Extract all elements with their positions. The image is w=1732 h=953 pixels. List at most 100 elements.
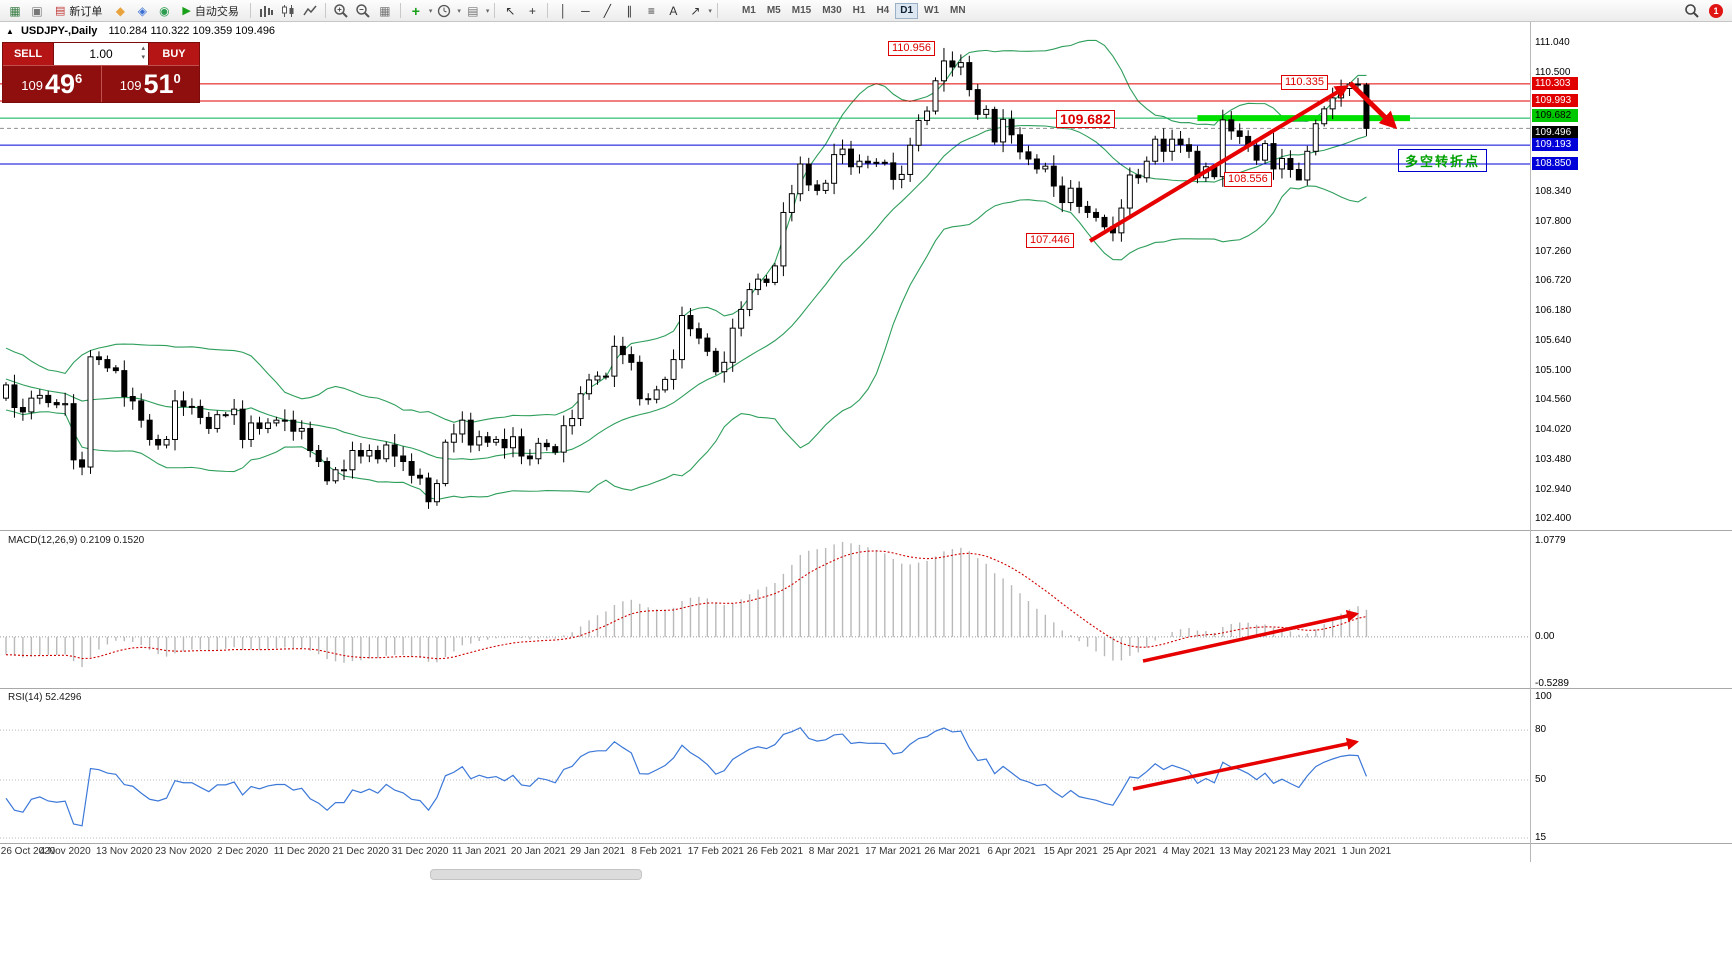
timeframe-button-mn[interactable]: MN <box>945 3 971 19</box>
buy-button[interactable]: BUY <box>149 43 199 65</box>
autotrade-button-label: 自动交易 <box>194 5 239 18</box>
timeframe-button-w1[interactable]: W1 <box>919 3 944 19</box>
toolbar-separator <box>716 3 718 18</box>
chart-window-title: ▲ USDJPY-,Daily 110.284 110.322 109.359 … <box>6 25 275 37</box>
tile-windows-icon[interactable]: ▦ <box>379 3 391 18</box>
price-callout-label[interactable]: 110.335 <box>1281 75 1328 90</box>
dropdown-caret-icon[interactable]: ▾ <box>428 7 433 15</box>
bull-bear-turning-point-label[interactable]: 多空转折点 <box>1398 149 1488 172</box>
candlestick-chart-icon[interactable] <box>278 2 298 20</box>
rsi-indicator-label: RSI(14) 52.4296 <box>8 692 82 703</box>
line-chart-icon[interactable] <box>300 2 320 20</box>
ohlc-values: 110.284 110.322 109.359 109.496 <box>108 25 276 37</box>
bid-prefix: 109 <box>21 78 43 93</box>
price-callout-label[interactable]: 109.682 <box>1056 110 1115 128</box>
profiles-icon[interactable]: ▣ <box>31 3 43 18</box>
rsi-line <box>5 726 1368 827</box>
timeframe-button-m1[interactable]: M1 <box>737 3 761 19</box>
timeframe-toolbar: M1 M5 M15 M30 H1 H4 D1 W1 MN <box>737 2 971 19</box>
new-order-button-label: 新订单 <box>69 5 103 18</box>
price-callout-label[interactable]: 107.446 <box>1026 233 1074 248</box>
horizontal-line-icon[interactable]: ─ <box>581 3 590 18</box>
macd-signal-line <box>5 550 1367 660</box>
volume-spinner[interactable]: ▴ ▾ <box>141 44 145 62</box>
autotrade-button-icon: ▶ <box>182 5 191 17</box>
fibonacci-icon[interactable]: ≡ <box>647 3 655 18</box>
horizontal-level-lines[interactable] <box>0 83 1530 165</box>
collapse-triangle-icon[interactable]: ▲ <box>6 27 14 36</box>
reversal-down-arrow[interactable] <box>1348 81 1394 126</box>
bid-pipette: 6 <box>75 71 83 86</box>
arrow-shapes-icon[interactable]: ↗ <box>690 3 701 18</box>
market-watch-icon[interactable]: ◈ <box>137 3 148 18</box>
main-toolbar: ▦ ▣ ▤ 新订单 ◆ ◈ ◉ ▶ 自动交易 ▦ + ▾ ▾ ▤ ▾ ↖ + │ ─ ╱ ∥ ≡ A ↗ ▾ M1 M5 M15 M30… <box>0 0 1732 22</box>
toolbar-separator <box>249 3 251 18</box>
zoom-out-icon[interactable] <box>353 2 373 20</box>
volume-down-icon[interactable]: ▾ <box>141 54 145 61</box>
periods-icon[interactable] <box>434 2 454 20</box>
crosshair-icon[interactable]: + <box>528 3 536 18</box>
toolbar-separator <box>547 3 549 18</box>
indicators-icon[interactable]: + <box>411 2 420 19</box>
ask-price[interactable]: 109 51 0 <box>100 66 200 102</box>
channel-icon[interactable]: ∥ <box>626 3 633 18</box>
text-icon[interactable]: A <box>669 3 678 18</box>
macd-trend-arrow[interactable] <box>1142 614 1356 663</box>
macd-pane <box>0 541 1530 668</box>
new-order-button[interactable]: ▤ 新订单 <box>49 2 108 20</box>
trend-arrows[interactable] <box>1088 81 1394 791</box>
timeframe-button-m5[interactable]: M5 <box>762 3 786 19</box>
bid-main-digits: 49 <box>44 69 75 99</box>
autotrade-button[interactable]: ▶ 自动交易 <box>176 2 244 20</box>
toolbar-separator <box>494 3 496 18</box>
vertical-line-icon[interactable]: │ <box>559 3 568 18</box>
notification-badge[interactable]: 1 <box>1709 3 1723 18</box>
toolbar-separator <box>399 3 401 18</box>
dropdown-caret-icon[interactable]: ▾ <box>485 7 490 15</box>
toolbar-right-group: 1 <box>1682 2 1727 20</box>
cursor-icon[interactable]: ↖ <box>505 3 516 18</box>
toolbar-separator <box>324 3 326 18</box>
macd-histogram <box>5 541 1368 668</box>
metaeditor-icon[interactable]: ◆ <box>115 3 126 18</box>
support-zone-bar[interactable] <box>1197 115 1410 122</box>
new-order-button-icon: ▤ <box>55 5 66 17</box>
volume-up-icon[interactable]: ▴ <box>141 45 145 52</box>
search-icon[interactable] <box>1682 2 1702 20</box>
sell-button[interactable]: SELL <box>3 43 53 65</box>
candles-layer <box>3 47 1370 509</box>
trade-panel-controls: SELL 1.00 ▴ ▾ BUY <box>3 43 199 65</box>
community-icon[interactable]: ◉ <box>159 3 170 18</box>
uptrend-arrow[interactable] <box>1088 87 1346 243</box>
ask-main-digits: 51 <box>143 69 174 99</box>
volume-input[interactable]: 1.00 ▴ ▾ <box>53 43 149 65</box>
bar-chart-icon[interactable] <box>256 2 276 20</box>
new-chart-icon[interactable]: ▦ <box>9 3 21 18</box>
bid-price[interactable]: 109 49 6 <box>3 66 101 102</box>
pane-separators <box>0 22 1732 862</box>
trade-panel-prices: 109 49 6 109 51 0 <box>3 65 199 102</box>
timeframe-button-m15[interactable]: M15 <box>787 3 816 19</box>
bollinger-bands <box>5 39 1367 501</box>
dropdown-caret-icon[interactable]: ▾ <box>708 7 712 15</box>
trendline-icon[interactable]: ╱ <box>603 3 612 18</box>
price-callout-label[interactable]: 110.956 <box>888 41 935 56</box>
dropdown-caret-icon[interactable]: ▾ <box>457 7 461 15</box>
horizontal-scrollbar-thumb[interactable] <box>430 869 642 880</box>
timeframe-button-h1[interactable]: H1 <box>848 3 871 19</box>
timeframe-button-d1[interactable]: D1 <box>895 2 919 19</box>
templates-icon[interactable]: ▤ <box>467 3 479 18</box>
volume-value: 1.00 <box>89 47 113 61</box>
rsi-trend-arrow[interactable] <box>1132 742 1356 791</box>
symbol-period-label: USDJPY-,Daily <box>20 25 98 37</box>
zoom-in-icon[interactable] <box>331 2 351 20</box>
rsi-pane <box>0 726 1530 839</box>
macd-indicator-label: MACD(12,26,9) 0.2109 0.1520 <box>8 535 145 546</box>
ask-pipette: 0 <box>173 71 181 86</box>
ask-prefix: 109 <box>119 78 142 93</box>
timeframe-button-m30[interactable]: M30 <box>817 3 846 19</box>
timeframe-button-h4[interactable]: H4 <box>871 3 894 19</box>
price-callout-label[interactable]: 108.556 <box>1224 172 1272 187</box>
